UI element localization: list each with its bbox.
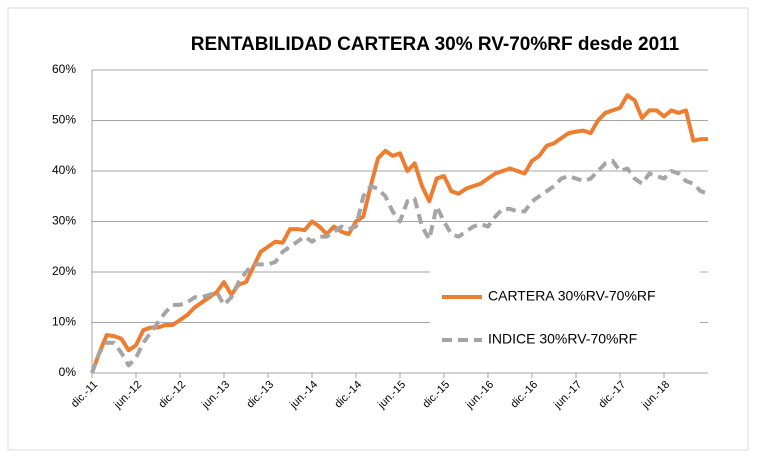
y-tick-label: 30% bbox=[52, 214, 76, 228]
y-tick-label: 50% bbox=[52, 113, 76, 127]
series-line bbox=[90, 158, 709, 374]
chart-title: RENTABILIDAD CARTERA 30% RV-70%RF desde … bbox=[191, 34, 680, 55]
y-tick-label: 60% bbox=[52, 62, 76, 76]
series-line bbox=[90, 93, 708, 374]
legend-box bbox=[430, 270, 700, 365]
y-tick-label: 10% bbox=[52, 315, 76, 329]
y-tick-label: 20% bbox=[52, 264, 76, 278]
legend-label: INDICE 30%RV-70%RF bbox=[488, 331, 637, 347]
y-tick-label: 40% bbox=[52, 163, 76, 177]
y-tick-label: 0% bbox=[59, 365, 77, 379]
chart-border bbox=[7, 7, 749, 451]
legend-label: CARTERA 30%RV-70%RF bbox=[488, 288, 656, 304]
